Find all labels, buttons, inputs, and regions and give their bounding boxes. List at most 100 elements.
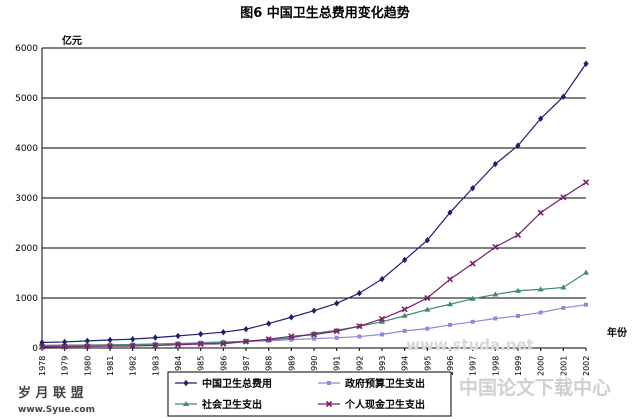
data-point-2 (448, 322, 452, 327)
data-point-3 (560, 284, 567, 290)
y-tick-label: 1000 (15, 294, 38, 304)
watermark-right-text: 中国论文下载中心 (459, 376, 611, 399)
x-tick-label: 1999 (514, 356, 523, 376)
data-point-3 (401, 312, 408, 318)
data-point-1 (62, 338, 68, 346)
data-point-4 (174, 341, 182, 348)
data-point-1 (470, 184, 476, 192)
data-point-3 (583, 269, 589, 275)
x-tick-label: 1980 (83, 356, 92, 376)
x-tick-label: 1996 (446, 356, 455, 376)
y-tick-label: 0 (32, 344, 38, 354)
data-point-4 (106, 342, 114, 350)
data-point-1 (492, 160, 498, 168)
data-point-4 (220, 340, 227, 347)
data-point-4 (356, 323, 363, 330)
data-point-1 (130, 335, 136, 343)
data-point-4 (197, 340, 204, 348)
x-tick-label: 2002 (582, 356, 591, 376)
data-point-3 (492, 291, 499, 297)
data-point-2 (584, 302, 588, 307)
data-point-4 (84, 343, 91, 350)
x-tick-label: 2000 (537, 356, 546, 376)
data-point-4 (446, 276, 454, 283)
data-point-1 (288, 314, 294, 321)
data-point-1 (402, 256, 408, 264)
data-point-4 (469, 260, 476, 267)
legend-marker-2 (327, 381, 331, 385)
data-point-1 (583, 60, 589, 67)
data-point-1 (311, 307, 317, 314)
data-point-4 (310, 331, 318, 338)
x-tick-label: 1995 (423, 356, 432, 376)
data-point-4 (288, 333, 295, 340)
y-tick-label: 6000 (15, 44, 38, 54)
legend-label-2: 政府预算卫生支出 (345, 377, 425, 390)
data-point-3 (515, 287, 521, 293)
data-point-1 (198, 330, 204, 338)
watermark-logo-text: 岁 月 联 盟 (18, 385, 84, 401)
x-tick-label: 1987 (242, 356, 251, 376)
x-tick-label: 1984 (174, 356, 183, 376)
data-point-1 (424, 237, 430, 244)
data-point-4 (242, 338, 250, 345)
data-point-1 (560, 93, 566, 100)
data-point-3 (424, 306, 431, 312)
data-point-1 (356, 290, 362, 297)
x-tick-label: 1979 (61, 356, 70, 376)
x-axis-unit: 年份 (607, 326, 628, 339)
legend-marker-3 (183, 401, 189, 406)
data-point-1 (107, 336, 113, 344)
x-tick-label: 1994 (401, 356, 410, 376)
legend-label-3: 社会卫生支出 (201, 398, 262, 411)
chart-title: 图6 中国卫生总费用变化趋势 (240, 5, 410, 21)
x-tick-label: 1985 (197, 356, 206, 376)
data-point-4 (560, 194, 567, 201)
x-tick-label: 2001 (559, 356, 568, 376)
data-point-1 (266, 320, 272, 327)
x-tick-label: 1988 (265, 356, 274, 376)
x-tick-label: 1993 (378, 356, 387, 376)
data-point-1 (243, 325, 249, 333)
data-point-4 (38, 343, 46, 350)
data-point-2 (402, 328, 407, 333)
data-point-4 (378, 315, 386, 322)
data-point-4 (514, 231, 522, 239)
data-point-1 (220, 329, 226, 336)
x-tick-label: 1990 (310, 356, 319, 376)
data-point-2 (357, 334, 362, 339)
x-tick-label: 1982 (129, 356, 138, 376)
legend-marker-4 (325, 400, 333, 408)
watermark-site-text: www.Syue.com (18, 405, 95, 415)
x-tick-label: 1978 (38, 356, 47, 376)
data-point-2 (380, 332, 384, 337)
data-point-3 (537, 286, 544, 292)
data-point-2 (538, 310, 543, 315)
series-line-4 (41, 181, 587, 348)
legend-label-1: 中国卫生总费用 (202, 377, 272, 390)
data-point-2 (470, 319, 475, 324)
data-point-1 (334, 300, 340, 307)
watermark-center-text: www.studa.net (406, 336, 534, 354)
data-point-2 (516, 313, 520, 318)
legend-marker-1 (183, 379, 189, 387)
data-point-1 (538, 115, 544, 122)
x-tick-label: 1997 (469, 356, 478, 376)
legend-box (167, 371, 452, 417)
data-point-2 (312, 336, 316, 341)
y-tick-label: 2000 (15, 244, 38, 254)
data-point-1 (152, 334, 158, 341)
x-tick-label: 1986 (219, 356, 228, 376)
data-point-4 (265, 336, 272, 343)
data-point-1 (175, 332, 181, 340)
data-point-4 (537, 209, 544, 216)
data-point-2 (425, 326, 430, 331)
data-point-4 (152, 342, 159, 349)
y-tick-label: 4000 (15, 144, 38, 154)
data-point-3 (379, 318, 385, 324)
data-point-1 (39, 339, 45, 346)
data-point-1 (515, 142, 521, 149)
data-point-1 (84, 337, 90, 345)
